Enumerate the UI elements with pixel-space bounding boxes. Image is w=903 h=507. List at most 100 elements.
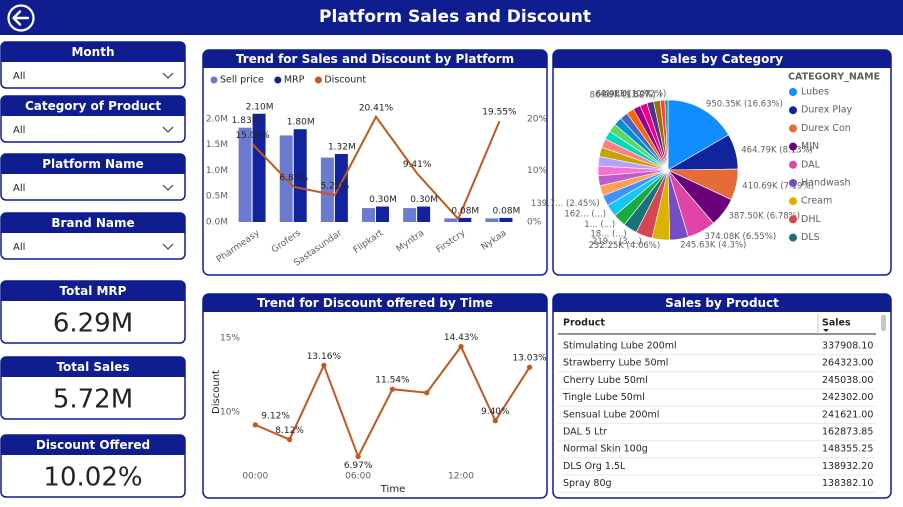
table-cell: Spray 80g [563, 478, 612, 489]
legend-label: Discount [324, 75, 366, 86]
legend-label[interactable]: Durex Play [801, 105, 853, 116]
slicer-chevron[interactable] [162, 126, 174, 133]
y2-tick-label: 20% [527, 114, 547, 124]
slicer-chevron[interactable] [162, 72, 174, 79]
line [251, 114, 501, 221]
kpi-header [1, 357, 185, 377]
slicer-value[interactable]: All [13, 71, 25, 82]
scrollbar[interactable] [881, 315, 886, 331]
y-tick-label: 0.0M [206, 218, 228, 228]
data-label: 11.54% [375, 376, 410, 386]
table-cell: DLS Org 1.5L [563, 461, 626, 472]
slicer-chevron[interactable] [162, 243, 174, 250]
legend-marker [789, 106, 797, 115]
data-label: 1.83M [232, 116, 260, 126]
sort-arrow [823, 329, 829, 332]
bar [252, 113, 266, 222]
legend-marker [789, 179, 797, 187]
y-axis-title: Discount [211, 370, 222, 414]
kpi-value: 6.29M [53, 309, 133, 339]
data-label: 0.08M [493, 206, 521, 216]
column-header[interactable]: Product [563, 318, 605, 329]
pie-slice[interactable] [664, 99, 669, 171]
legend-label[interactable]: Cream [801, 196, 832, 207]
legend-label[interactable]: Durex Con [801, 123, 851, 134]
table-cell: Cherry Lube 50ml [563, 375, 648, 386]
legend-marker [789, 160, 797, 169]
slicer-header [1, 154, 185, 174]
legend-label[interactable]: Lubes [801, 87, 829, 98]
kpi-header [1, 281, 185, 301]
kpi-label: Total Sales [56, 360, 129, 374]
data-label: 18... (...) [590, 229, 626, 239]
table-cell: Normal Skin 100g [563, 444, 648, 455]
y-tick-label: 1.0M [206, 166, 228, 176]
data-label: 410.69K (7.19%) [742, 181, 814, 191]
legend-marker [789, 124, 797, 133]
page-title: Platform Sales and Discount [319, 7, 591, 27]
header-bar [0, 0, 903, 35]
y-tick-label: 10% [220, 407, 240, 417]
data-label: 2.10M [246, 102, 274, 112]
x-tick-label: 00:00 [242, 472, 268, 482]
slicer-value[interactable]: All [13, 125, 25, 136]
x-axis-title: Time [380, 484, 405, 495]
legend-label[interactable]: MJN [801, 141, 819, 152]
slicer-chevron[interactable] [162, 184, 174, 191]
data-label: 13.03% [512, 354, 547, 364]
data-label: 1.32M [328, 142, 356, 152]
data-label: 219... (3....) [592, 237, 642, 247]
table-cell: 245038.00 [822, 375, 873, 386]
data-label: 9.12% [261, 411, 290, 421]
legend-marker [789, 233, 797, 242]
point [286, 437, 293, 443]
table-cell: 337908.10 [822, 341, 873, 352]
data-label: 232.25K (4.06%) [589, 241, 661, 251]
bar [293, 129, 307, 222]
panel-header [203, 50, 547, 68]
point [252, 422, 258, 428]
point [424, 390, 430, 396]
data-label: 1... (...) [584, 220, 615, 230]
data-label: 9.40% [481, 407, 510, 417]
data-label: 19.55% [482, 108, 517, 118]
y-tick-label: 15% [220, 334, 240, 344]
data-label: 15.06% [235, 131, 270, 141]
legend-label[interactable]: DHL [801, 214, 821, 225]
table-cell: Sensual Lube 200ml [563, 409, 659, 420]
data-label: 60.96K (1.07...) [596, 90, 662, 100]
legend-marker [789, 142, 797, 151]
data-label: 41.13K (0.72%) [600, 90, 666, 100]
slicer-label: Brand Name [51, 216, 134, 230]
legend-label[interactable]: Handwash [801, 178, 851, 189]
data-label: 6.97% [344, 461, 373, 471]
data-label: 13.16% [307, 352, 342, 362]
legend-marker [274, 76, 282, 84]
data-label: 14.43% [444, 333, 479, 343]
slicer-label: Category of Product [25, 99, 161, 113]
legend-label[interactable]: DLS [801, 232, 820, 243]
bar [362, 208, 375, 222]
slicer-value[interactable]: All [13, 183, 25, 194]
data-label: 245.63K (4.3%) [680, 241, 746, 251]
data-label: 0.30M [369, 195, 397, 205]
back-button[interactable] [7, 4, 35, 32]
legend-label[interactable]: DAL [801, 159, 821, 170]
column-header[interactable]: Sales [822, 318, 851, 329]
kpi-label: Discount Offered [36, 438, 150, 452]
table-cell: 148355.25 [822, 444, 873, 455]
data-label: 464.79K (8.13%) [741, 145, 813, 155]
data-label: 20.41% [359, 103, 394, 113]
data-label: 0.30M [410, 195, 438, 205]
legend-marker [789, 88, 797, 96]
legend-label: Sell price [220, 75, 264, 86]
panel-header [553, 294, 891, 312]
data-label: 1.80M [287, 118, 315, 128]
bar [376, 206, 389, 222]
point [389, 386, 396, 392]
pie-slice[interactable] [667, 99, 729, 171]
slicer-value[interactable]: All [13, 242, 25, 253]
kpi-label: Total MRP [60, 284, 127, 298]
data-label: 8.12% [275, 426, 304, 436]
